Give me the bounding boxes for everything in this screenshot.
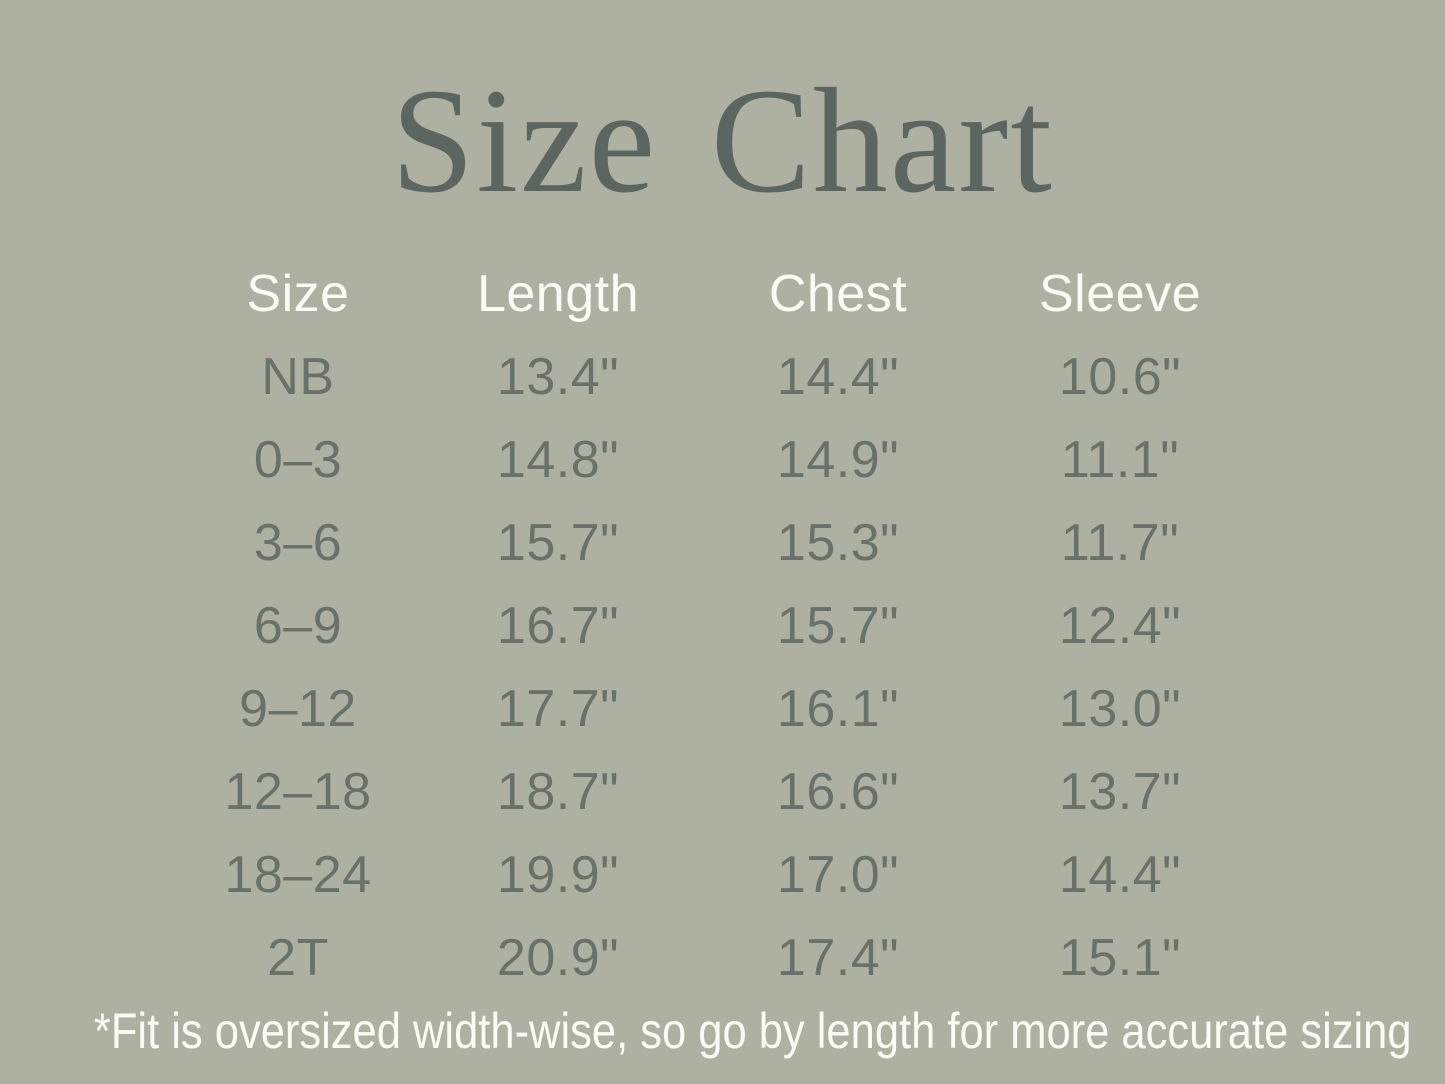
table-cell-length: 18.7": [496, 762, 620, 821]
table-cell-chest: 14.4": [776, 347, 900, 406]
column-header-chest: Chest: [768, 264, 908, 323]
table-cell-size: NB: [261, 347, 335, 406]
table-cell-chest: 15.3": [776, 513, 900, 572]
table-cell-length: 14.8": [496, 430, 620, 489]
table-cell-length: 16.7": [496, 596, 620, 655]
table-cell-chest: 15.7": [776, 596, 900, 655]
table-cell-size: 6–9: [253, 596, 343, 655]
table-cell-size: 18–24: [224, 845, 372, 904]
table-cell-size: 0–3: [253, 430, 343, 489]
size-table: Size Length Chest Sleeve NB 13.4" 14.4" …: [178, 252, 1262, 999]
table-cell-size: 3–6: [253, 513, 343, 572]
table-cell-length: 19.9": [496, 845, 620, 904]
table-cell-sleeve: 13.7": [1058, 762, 1182, 821]
column-header-sleeve: Sleeve: [1039, 264, 1201, 323]
table-cell-length: 15.7": [496, 513, 620, 572]
table-cell-chest: 16.6": [776, 762, 900, 821]
page-title: Size Chart: [390, 58, 1054, 224]
table-cell-sleeve: 13.0": [1058, 679, 1182, 738]
table-cell-length: 20.9": [496, 928, 620, 987]
table-cell-size: 2T: [267, 928, 329, 987]
table-cell-size: 9–12: [239, 679, 357, 738]
column-header-size: Size: [246, 264, 350, 323]
table-cell-chest: 17.0": [776, 845, 900, 904]
table-cell-sleeve: 10.6": [1058, 347, 1182, 406]
table-cell-length: 13.4": [496, 347, 620, 406]
footnote: *Fit is oversized width-wise, so go by l…: [93, 1003, 1412, 1059]
table-cell-chest: 17.4": [776, 928, 900, 987]
table-cell-sleeve: 11.1": [1060, 430, 1180, 489]
table-cell-size: 12–18: [224, 762, 372, 821]
table-cell-sleeve: 14.4": [1058, 845, 1182, 904]
table-cell-length: 17.7": [496, 679, 620, 738]
table-cell-sleeve: 12.4": [1058, 596, 1182, 655]
table-cell-sleeve: 11.7": [1060, 513, 1180, 572]
column-header-length: Length: [476, 264, 640, 323]
table-cell-chest: 16.1": [776, 679, 900, 738]
table-cell-chest: 14.9": [776, 430, 900, 489]
table-cell-sleeve: 15.1": [1058, 928, 1182, 987]
